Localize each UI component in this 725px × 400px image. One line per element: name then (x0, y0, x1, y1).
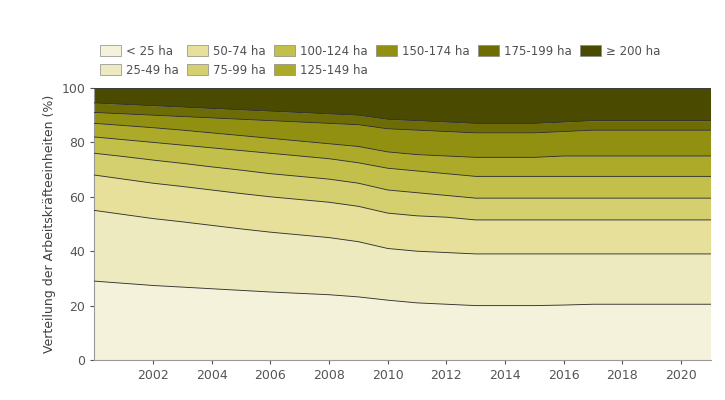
Y-axis label: Verteilung der Arbeitskräfteeinheiten (%): Verteilung der Arbeitskräfteeinheiten (%… (43, 95, 56, 353)
Legend: < 25 ha, 25-49 ha, 50-74 ha, 75-99 ha, 100-124 ha, 125-149 ha, 150-174 ha, 175-1: < 25 ha, 25-49 ha, 50-74 ha, 75-99 ha, 1… (100, 45, 660, 77)
